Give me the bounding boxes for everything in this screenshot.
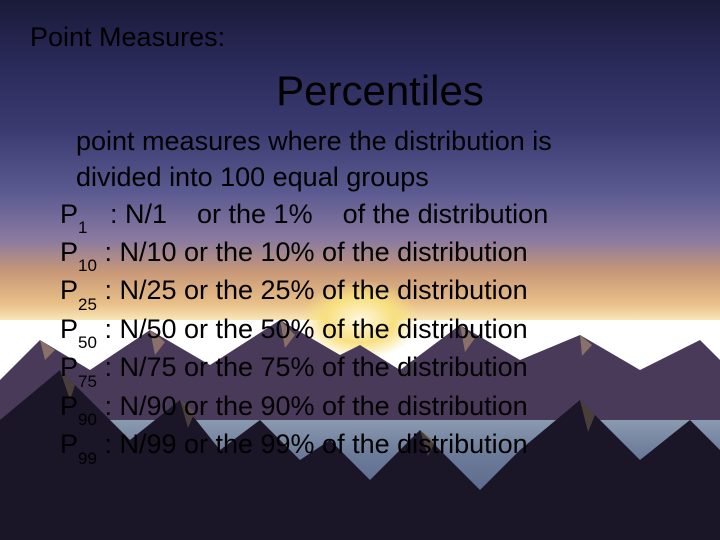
percentile-line: P75 : N/75 or the 75% of the distributio…	[60, 350, 690, 388]
slide-title: Percentiles	[70, 67, 690, 115]
p-text: : N/50 or the 50% of the distribution	[97, 314, 528, 344]
p-subscript: 99	[78, 449, 97, 468]
p-symbol: P	[60, 197, 78, 232]
section-label: Point Measures:	[30, 22, 690, 53]
p-text: : N/1 or the 1% of the distribution	[87, 199, 548, 229]
percentile-line: P1 : N/1 or the 1% of the distribution	[60, 197, 690, 235]
p-text: : N/75 or the 75% of the distribution	[97, 352, 528, 382]
p-symbol: P	[60, 312, 78, 347]
p-text: : N/10 or the 10% of the distribution	[97, 237, 528, 267]
description-line-2: divided into 100 equal groups	[76, 161, 690, 195]
p-subscript: 75	[78, 372, 97, 391]
percentile-line: P25 : N/25 or the 25% of the distributio…	[60, 273, 690, 311]
p-subscript: 1	[78, 218, 87, 237]
p-symbol: P	[60, 235, 78, 270]
p-symbol: P	[60, 273, 78, 308]
p-subscript: 90	[78, 410, 97, 429]
slide-content: Point Measures: Percentiles point measur…	[0, 0, 720, 540]
p-symbol: P	[60, 389, 78, 424]
percentile-line: P90 : N/90 or the 90% of the distributio…	[60, 389, 690, 427]
p-text: : N/25 or the 25% of the distribution	[97, 275, 528, 305]
percentile-list: P1 : N/1 or the 1% of the distributionP1…	[60, 197, 690, 466]
p-symbol: P	[60, 427, 78, 462]
p-symbol: P	[60, 350, 78, 385]
description-line-1: point measures where the distribution is	[76, 125, 690, 159]
p-subscript: 25	[78, 295, 97, 314]
p-subscript: 10	[78, 256, 97, 275]
p-subscript: 50	[78, 333, 97, 352]
p-text: : N/99 or the 99% of the distribution	[97, 429, 528, 459]
percentile-line: P99 : N/99 or the 99% of the distributio…	[60, 427, 690, 465]
percentile-line: P50 : N/50 or the 50% of the distributio…	[60, 312, 690, 350]
percentile-line: P10 : N/10 or the 10% of the distributio…	[60, 235, 690, 273]
p-text: : N/90 or the 90% of the distribution	[97, 391, 528, 421]
